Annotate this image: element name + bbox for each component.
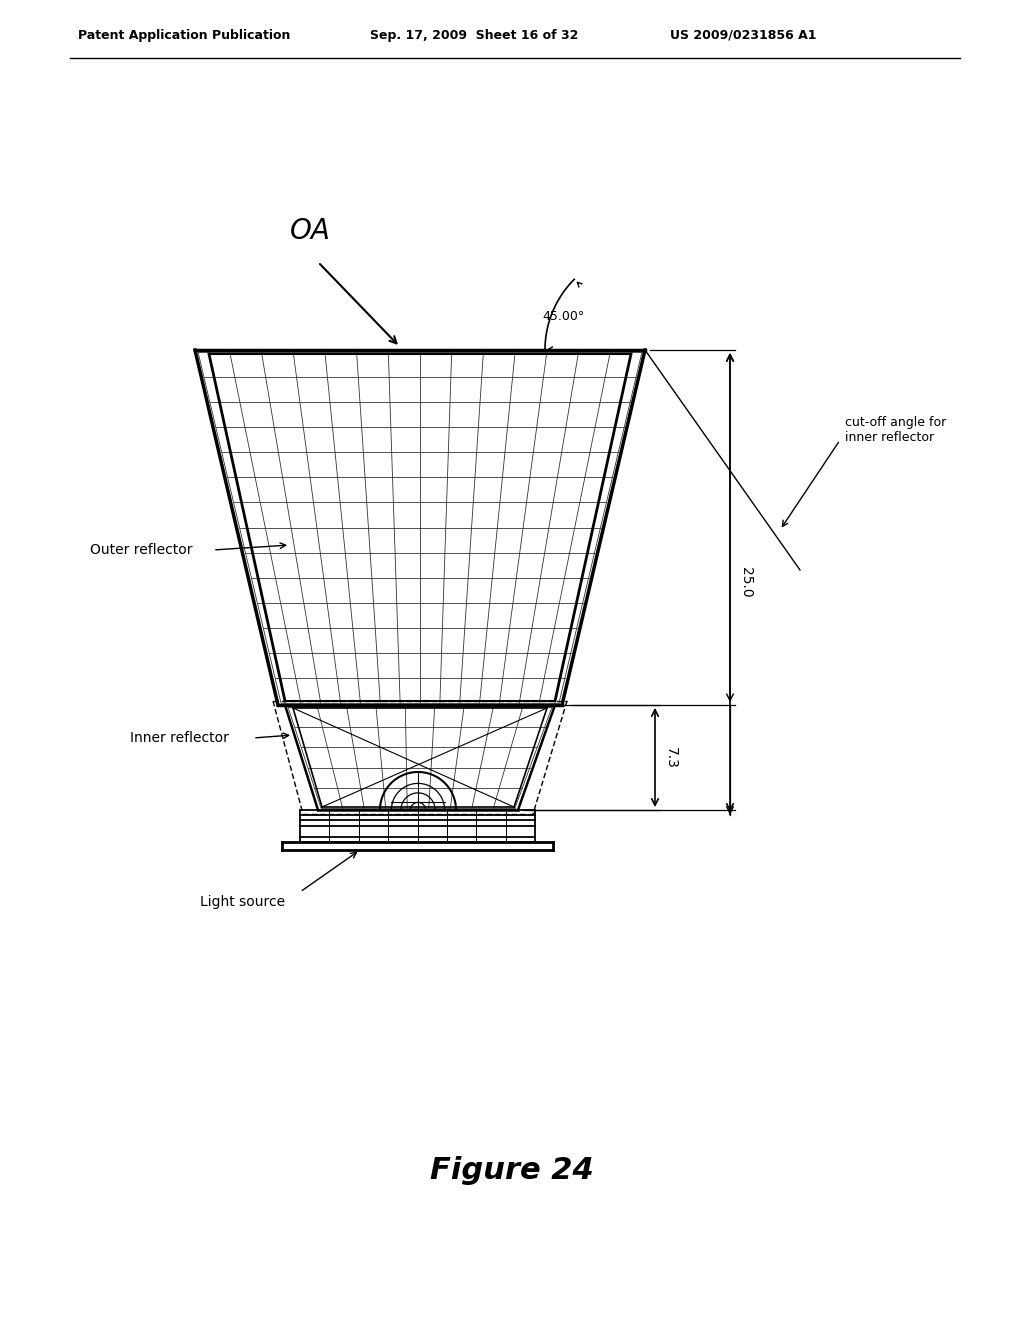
Text: Sep. 17, 2009  Sheet 16 of 32: Sep. 17, 2009 Sheet 16 of 32 (370, 29, 579, 42)
Text: 25.0: 25.0 (739, 568, 753, 598)
Text: Light source: Light source (200, 895, 285, 909)
Text: cut-off angle for
inner reflector: cut-off angle for inner reflector (845, 416, 946, 444)
Text: Figure 24: Figure 24 (430, 1156, 594, 1185)
Text: 45.00°: 45.00° (543, 310, 585, 323)
Text: 7.3: 7.3 (664, 747, 678, 768)
Text: Patent Application Publication: Patent Application Publication (78, 29, 291, 42)
Text: US 2009/0231856 A1: US 2009/0231856 A1 (670, 29, 816, 42)
Text: OA: OA (290, 216, 331, 246)
Text: Inner reflector: Inner reflector (130, 731, 229, 744)
Text: Outer reflector: Outer reflector (90, 543, 193, 557)
